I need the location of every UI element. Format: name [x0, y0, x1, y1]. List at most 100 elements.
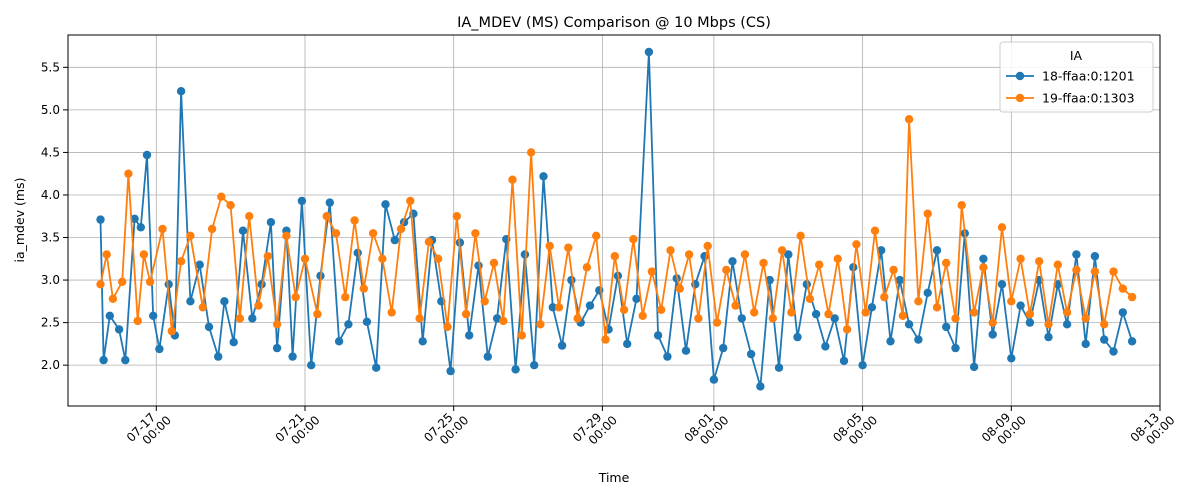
data-point — [1053, 260, 1063, 269]
data-point — [341, 292, 350, 302]
data-point — [300, 254, 310, 263]
data-point — [545, 241, 554, 251]
data-point — [740, 250, 750, 259]
data-point — [942, 258, 951, 268]
data-point — [1109, 347, 1118, 356]
data-point — [951, 314, 960, 323]
data-point — [226, 201, 235, 210]
data-point — [997, 223, 1007, 232]
data-point — [195, 260, 204, 269]
legend-entry: 19-ffaa:0:1303 — [1006, 91, 1135, 106]
data-point — [842, 325, 852, 334]
data-point — [387, 308, 396, 317]
data-point — [118, 277, 127, 286]
data-point — [858, 361, 867, 370]
data-point — [102, 250, 111, 259]
data-point — [136, 223, 145, 232]
data-point — [359, 284, 368, 293]
data-point — [557, 341, 567, 350]
data-point — [176, 87, 186, 96]
data-point — [307, 361, 316, 370]
data-point — [942, 322, 951, 332]
data-point — [396, 224, 406, 234]
data-point — [951, 343, 960, 353]
data-point — [554, 303, 564, 312]
data-point — [969, 362, 979, 372]
data-point — [1081, 314, 1090, 323]
data-point — [969, 308, 979, 317]
data-point — [526, 148, 536, 157]
data-point — [774, 363, 784, 372]
data-point — [653, 331, 663, 340]
data-point — [350, 216, 359, 225]
data-point — [1127, 292, 1137, 302]
data-point — [870, 226, 880, 235]
data-point — [923, 209, 932, 218]
data-point — [322, 212, 331, 221]
data-point — [997, 280, 1007, 289]
data-point — [830, 314, 839, 323]
y-tick-label: 3.0 — [41, 273, 60, 287]
data-point — [712, 318, 722, 327]
data-point — [1035, 257, 1044, 266]
data-point — [266, 218, 276, 227]
data-point — [145, 277, 155, 286]
data-point — [805, 294, 815, 303]
data-point — [248, 314, 257, 323]
data-point — [681, 346, 691, 355]
data-point — [979, 254, 988, 263]
data-point — [759, 258, 768, 268]
data-point — [821, 342, 830, 351]
data-point — [1025, 318, 1035, 327]
data-point — [1007, 354, 1016, 363]
data-point — [623, 339, 632, 349]
data-point — [520, 250, 530, 259]
y-tick-label: 5.5 — [41, 60, 60, 74]
data-point — [272, 343, 282, 353]
data-point — [235, 314, 245, 323]
data-point — [619, 305, 629, 314]
data-point — [517, 331, 526, 340]
data-point — [418, 337, 427, 346]
data-point — [895, 275, 904, 285]
data-point — [663, 352, 672, 361]
data-point — [96, 215, 105, 224]
data-point — [719, 343, 728, 353]
data-point — [923, 288, 932, 297]
data-point — [824, 309, 833, 319]
data-point — [446, 366, 455, 376]
data-point — [204, 322, 214, 332]
data-point — [703, 241, 712, 251]
data-point — [632, 294, 641, 303]
data-point — [629, 235, 638, 244]
y-tick-label: 5.0 — [41, 103, 60, 117]
data-point — [815, 260, 824, 269]
data-point — [334, 337, 344, 346]
data-point — [158, 224, 167, 234]
data-point — [666, 246, 675, 255]
data-point — [833, 254, 842, 263]
legend: IA 18-ffaa:0:1201 19-ffaa:0:1303 — [999, 41, 1154, 113]
data-point — [1109, 267, 1118, 276]
data-point — [784, 250, 793, 259]
data-point — [750, 308, 759, 317]
chart-title: IA_MDEV (MS) Comparison @ 10 Mbps (CS) — [457, 15, 771, 31]
data-point — [499, 316, 508, 326]
data-point — [548, 303, 557, 312]
data-point — [1016, 254, 1025, 263]
y-axis-label: ia_mdev (ms) — [12, 178, 27, 263]
data-point — [220, 297, 229, 306]
data-point — [675, 284, 684, 293]
data-point — [722, 265, 731, 275]
data-point — [1062, 320, 1072, 329]
data-point — [508, 175, 517, 184]
data-point — [214, 352, 223, 361]
data-point — [644, 47, 654, 57]
data-point — [217, 192, 226, 201]
